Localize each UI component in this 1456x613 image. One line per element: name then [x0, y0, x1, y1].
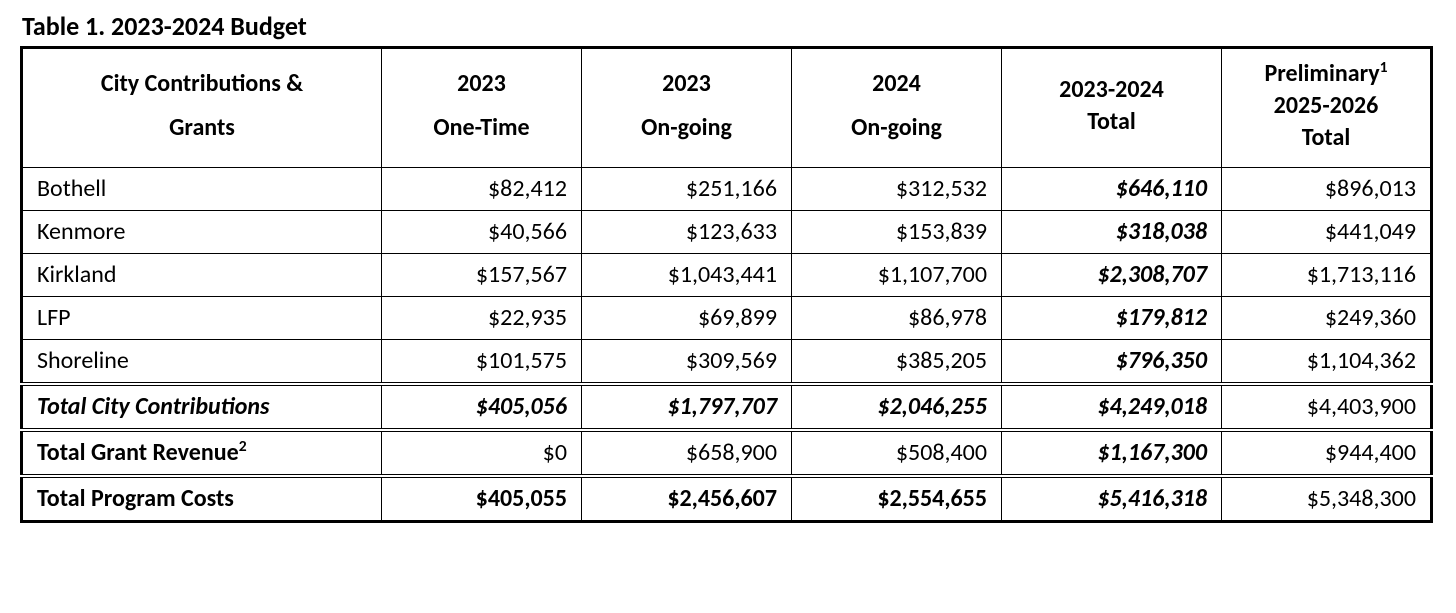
cell-2024og: $312,532: [792, 168, 1002, 211]
col-header-prelim-sup: 1: [1380, 58, 1388, 77]
col-header-2023og-l2: On-going: [596, 113, 777, 143]
budget-table: City Contributions & Grants 2023 One-Tim…: [20, 46, 1433, 523]
col-header-2024-ongoing: 2024 On-going: [792, 48, 1002, 168]
cell-2023og: $123,633: [582, 211, 792, 254]
col-header-prelim-l1-text: Preliminary: [1265, 59, 1380, 88]
cell-2023ot: $405,055: [382, 476, 582, 522]
cell-tot2324: $179,812: [1002, 297, 1222, 340]
col-header-2023og-l1: 2023: [596, 69, 777, 99]
col-header-2024og-l2: On-going: [806, 113, 987, 143]
table-row: LFP $22,935 $69,899 $86,978 $179,812 $24…: [22, 297, 1432, 340]
cell-prelim: $896,013: [1222, 168, 1432, 211]
cell-2023ot: $157,567: [382, 254, 582, 297]
cell-tot2324: $4,249,018: [1002, 384, 1222, 430]
col-header-2023-ongoing: 2023 On-going: [582, 48, 792, 168]
cell-2023ot: $40,566: [382, 211, 582, 254]
cell-2023ot: $22,935: [382, 297, 582, 340]
table-row: Kenmore $40,566 $123,633 $153,839 $318,0…: [22, 211, 1432, 254]
cell-prelim: $5,348,300: [1222, 476, 1432, 522]
col-header-2023ot-l1: 2023: [396, 69, 567, 99]
cell-2024og: $2,046,255: [792, 384, 1002, 430]
cell-tot2324: $5,416,318: [1002, 476, 1222, 522]
cell-2023og: $1,797,707: [582, 384, 792, 430]
cell-label: Total City Contributions: [22, 384, 382, 430]
table-row: Kirkland $157,567 $1,043,441 $1,107,700 …: [22, 254, 1432, 297]
cell-2023ot: $0: [382, 430, 582, 476]
cell-prelim: $1,104,362: [1222, 340, 1432, 385]
cell-2023ot: $101,575: [382, 340, 582, 385]
cell-label: Total Program Costs: [22, 476, 382, 522]
total-program-row: Total Program Costs $405,055 $2,456,607 …: [22, 476, 1432, 522]
cell-2024og: $153,839: [792, 211, 1002, 254]
cell-label: Total Grant Revenue2: [22, 430, 382, 476]
table-body: Bothell $82,412 $251,166 $312,532 $646,1…: [22, 168, 1432, 522]
cell-prelim: $441,049: [1222, 211, 1432, 254]
cell-2023ot: $82,412: [382, 168, 582, 211]
cell-label: Shoreline: [22, 340, 382, 385]
cell-tot2324: $796,350: [1002, 340, 1222, 385]
col-header-label-l2: Grants: [37, 113, 367, 143]
cell-label-sup: 2: [239, 437, 247, 456]
cell-label: Kirkland: [22, 254, 382, 297]
cell-tot2324: $646,110: [1002, 168, 1222, 211]
cell-2023og: $251,166: [582, 168, 792, 211]
cell-prelim: $4,403,900: [1222, 384, 1432, 430]
table-row: Bothell $82,412 $251,166 $312,532 $646,1…: [22, 168, 1432, 211]
table-title: Table 1. 2023-2024 Budget: [22, 10, 1436, 42]
col-header-2023-onetime: 2023 One-Time: [382, 48, 582, 168]
col-header-2023ot-l2: One-Time: [396, 113, 567, 143]
col-header-2024og-l1: 2024: [806, 69, 987, 99]
col-header-tot2324-l1: 2023-2024: [1016, 75, 1207, 105]
cell-label-text: Total Grant Revenue: [37, 438, 239, 467]
cell-2023og: $1,043,441: [582, 254, 792, 297]
col-header-label-l1: City Contributions &: [37, 69, 367, 99]
col-header-prelim-l2: 2025-2026: [1236, 91, 1416, 121]
col-header-tot2324-l2: Total: [1016, 107, 1207, 137]
cell-2024og: $1,107,700: [792, 254, 1002, 297]
cell-label: Kenmore: [22, 211, 382, 254]
col-header-prelim-l1: Preliminary1: [1236, 59, 1416, 89]
cell-2023og: $69,899: [582, 297, 792, 340]
cell-2024og: $86,978: [792, 297, 1002, 340]
cell-prelim: $944,400: [1222, 430, 1432, 476]
col-header-label: City Contributions & Grants: [22, 48, 382, 168]
cell-prelim: $1,713,116: [1222, 254, 1432, 297]
cell-2023ot: $405,056: [382, 384, 582, 430]
cell-2024og: $508,400: [792, 430, 1002, 476]
cell-2023og: $309,569: [582, 340, 792, 385]
table-row: Shoreline $101,575 $309,569 $385,205 $79…: [22, 340, 1432, 385]
cell-tot2324: $1,167,300: [1002, 430, 1222, 476]
cell-2023og: $2,456,607: [582, 476, 792, 522]
col-header-prelim: Preliminary1 2025-2026 Total: [1222, 48, 1432, 168]
cell-tot2324: $318,038: [1002, 211, 1222, 254]
cell-prelim: $249,360: [1222, 297, 1432, 340]
total-city-row: Total City Contributions $405,056 $1,797…: [22, 384, 1432, 430]
cell-2024og: $385,205: [792, 340, 1002, 385]
col-header-prelim-l3: Total: [1236, 123, 1416, 153]
table-header-row: City Contributions & Grants 2023 One-Tim…: [22, 48, 1432, 168]
cell-2023og: $658,900: [582, 430, 792, 476]
cell-tot2324: $2,308,707: [1002, 254, 1222, 297]
cell-2024og: $2,554,655: [792, 476, 1002, 522]
cell-label: Bothell: [22, 168, 382, 211]
cell-label: LFP: [22, 297, 382, 340]
total-grant-row: Total Grant Revenue2 $0 $658,900 $508,40…: [22, 430, 1432, 476]
col-header-2023-2024-total: 2023-2024 Total: [1002, 48, 1222, 168]
